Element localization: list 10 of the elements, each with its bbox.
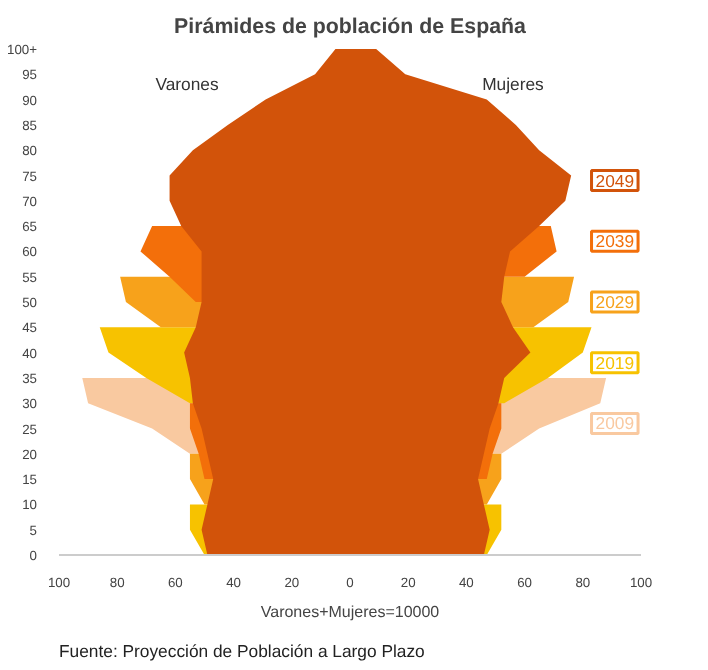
series-label: 2019 bbox=[595, 352, 635, 373]
annotation: Mujeres bbox=[482, 74, 546, 95]
source-note: Fuente: Proyección de Población a Largo Plazo bbox=[59, 641, 426, 661]
x-axis-title: Varones+Mujeres=10000 bbox=[260, 603, 441, 621]
series-label: 2049 bbox=[595, 170, 635, 191]
chart-title: Pirámides de población de España bbox=[174, 15, 527, 39]
text: 2039 bbox=[595, 231, 635, 252]
series-label: 2029 bbox=[595, 292, 635, 312]
series-label: 2009 bbox=[595, 413, 635, 434]
annotation: Varones bbox=[155, 74, 220, 95]
